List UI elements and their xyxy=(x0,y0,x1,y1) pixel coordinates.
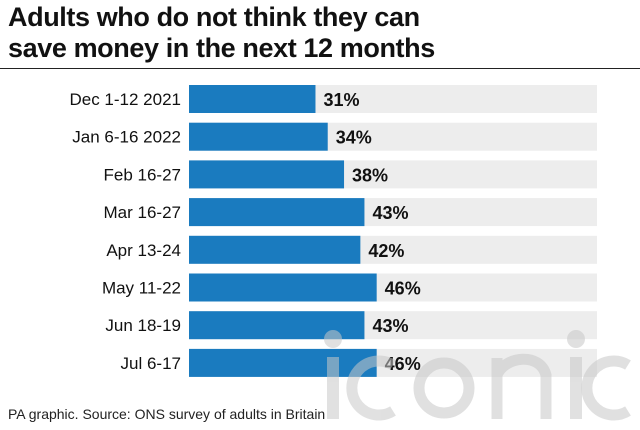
value-label: 46% xyxy=(385,279,421,299)
chart-title-line-2: save money in the next 12 months xyxy=(8,33,435,63)
bar xyxy=(189,273,377,302)
bar xyxy=(189,235,361,264)
bar xyxy=(189,311,365,340)
title-divider xyxy=(0,68,640,69)
bar xyxy=(189,160,345,189)
category-label: Dec 1-12 2021 xyxy=(69,90,181,109)
chart-title-line-1: Adults who do not think they can xyxy=(8,2,420,32)
category-label: Mar 16-27 xyxy=(104,203,181,222)
value-label: 31% xyxy=(323,90,359,110)
value-label: 43% xyxy=(372,203,408,223)
bar-chart: Dec 1-12 2021 31% Jan 6-16 2022 34% Feb 16-2… xyxy=(69,85,597,377)
bar xyxy=(189,198,365,227)
category-label: Apr 13-24 xyxy=(106,241,181,260)
value-label: 42% xyxy=(368,241,404,261)
category-label: Jan 6-16 2022 xyxy=(72,128,181,147)
category-label: Jun 18-19 xyxy=(105,316,181,335)
source-note: PA graphic. Source: ONS survey of adults… xyxy=(8,406,326,422)
bar xyxy=(189,348,377,377)
category-label: May 11-22 xyxy=(102,279,181,298)
value-label: 43% xyxy=(372,316,408,336)
value-label: 38% xyxy=(352,165,388,185)
bar xyxy=(189,85,316,113)
category-label: Feb 16-27 xyxy=(104,165,182,184)
value-label: 46% xyxy=(385,354,421,374)
bar xyxy=(189,122,328,151)
chart-title: Adults who do not think they can save mo… xyxy=(8,2,628,64)
value-label: 34% xyxy=(336,128,372,148)
category-label: Jul 6-17 xyxy=(121,354,181,373)
